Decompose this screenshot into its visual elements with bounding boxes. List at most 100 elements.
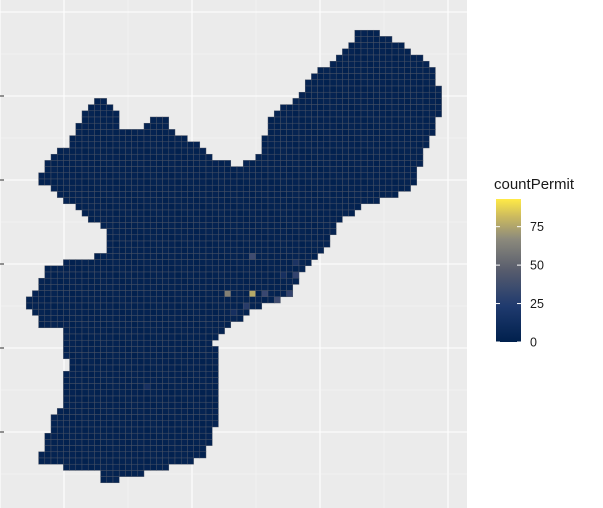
heatmap-cell [125,178,132,186]
heatmap-cell [162,203,170,211]
heatmap-cell [131,408,139,415]
heatmap-cell [87,432,95,440]
heatmap-cell [112,290,120,298]
heatmap-cell [75,401,83,409]
heatmap-cell [205,228,213,236]
heatmap-cell [329,209,337,217]
heatmap-cell [162,215,170,223]
heatmap-cell [56,277,64,285]
heatmap-cell [187,439,194,446]
heatmap-cell [106,240,114,248]
heatmap-cell [174,271,182,279]
heatmap-cell [342,209,349,217]
heatmap-cell [137,209,145,217]
heatmap-cell [261,135,269,143]
heatmap-cell [112,147,120,155]
heatmap-cell [143,327,151,335]
heatmap-cell [404,60,411,68]
heatmap-cell [149,401,157,409]
heatmap-cell [112,253,120,260]
heatmap-cell [131,364,139,372]
heatmap-cell [261,178,269,186]
heatmap-cell [180,321,188,329]
heatmap-cell [168,184,176,192]
heatmap-cell [94,271,101,279]
heatmap-cell [56,426,64,434]
heatmap-cell [94,408,101,415]
heatmap-cell [180,352,188,360]
heatmap-cell [69,370,77,378]
heatmap-cell [143,160,151,167]
heatmap-cell [329,178,337,186]
heatmap-cell [87,271,95,279]
heatmap-cell [218,215,225,223]
heatmap-cell [168,457,176,465]
heatmap-cell [100,370,108,378]
heatmap-cell [304,191,312,198]
heatmap-cell [273,259,281,267]
heatmap-cell [125,203,132,211]
heatmap-cell [230,277,238,285]
heatmap-cell [63,271,70,279]
heatmap-cell [298,265,306,273]
heatmap-cell [323,203,331,211]
heatmap-cell [317,135,325,143]
heatmap-cell [94,191,101,198]
heatmap-cell [317,172,325,180]
heatmap-cell [25,302,33,310]
heatmap-cell [149,339,157,347]
heatmap-cell [168,370,176,378]
heatmap-cell [75,277,83,285]
heatmap-cell [391,141,399,149]
heatmap-cell [94,98,101,105]
heatmap-cell [63,153,70,161]
heatmap-cell [106,284,114,291]
heatmap-cell [211,284,219,291]
heatmap-cell [131,308,139,316]
heatmap-cell [112,296,120,304]
heatmap-cell [354,98,362,105]
heatmap-cell [143,395,151,403]
heatmap-cell [69,432,77,440]
heatmap-cell [224,184,232,192]
heatmap-cell [125,315,132,322]
heatmap-cell [187,321,194,329]
heatmap-cell [342,60,349,68]
heatmap-cell [255,184,263,192]
heatmap-cell [125,414,132,422]
heatmap-cell [373,191,380,198]
heatmap-cell [137,383,145,391]
heatmap-cell [75,352,83,360]
heatmap-cell [354,42,362,50]
heatmap-cell [168,426,176,434]
heatmap-cell [137,327,145,335]
heatmap-cell [87,296,95,304]
heatmap-cell [131,172,139,180]
heatmap-cell [143,191,151,198]
heatmap-cell [69,346,77,353]
heatmap-cell [218,259,225,267]
heatmap-cell [242,197,250,205]
heatmap-cell [69,296,77,304]
heatmap-cell [56,153,64,161]
heatmap-cell [193,346,201,353]
heatmap-cell [56,414,64,422]
heatmap-cell [100,377,108,384]
heatmap-cell [311,228,318,236]
heatmap-cell [112,284,120,291]
heatmap-cell [397,85,405,93]
heatmap-cell [410,153,418,161]
heatmap-cell [187,364,194,372]
heatmap-cell [118,426,126,434]
heatmap-cell [118,209,126,217]
heatmap-cell [236,315,244,322]
heatmap-cell [156,290,163,298]
heatmap-cell [87,191,95,198]
heatmap-cell [292,184,300,192]
heatmap-cell [44,321,52,329]
heatmap-cell [118,302,126,310]
heatmap-cell [94,104,101,112]
heatmap-cell [180,259,188,267]
heatmap-cell [174,457,182,465]
heatmap-cell [94,445,101,453]
